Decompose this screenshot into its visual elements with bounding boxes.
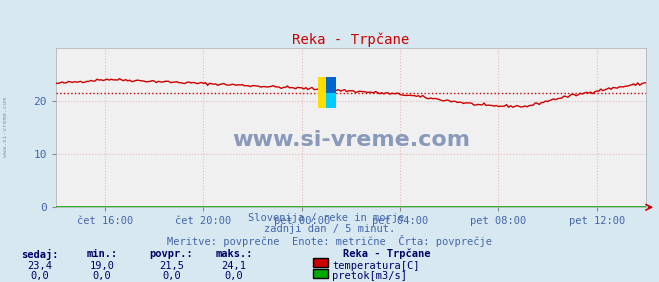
Bar	[326, 92, 336, 109]
Text: www.si-vreme.com: www.si-vreme.com	[3, 97, 8, 157]
Bar	[318, 77, 329, 109]
Text: min.:: min.:	[86, 249, 118, 259]
Text: 0,0: 0,0	[225, 271, 243, 281]
Text: Slovenija / reke in morje.: Slovenija / reke in morje.	[248, 213, 411, 223]
Text: temperatura[C]: temperatura[C]	[332, 261, 420, 271]
Text: 24,1: 24,1	[221, 261, 246, 271]
Bar	[326, 77, 336, 109]
Text: maks.:: maks.:	[215, 249, 252, 259]
Title: Reka - Trpčane: Reka - Trpčane	[293, 32, 409, 47]
Text: 19,0: 19,0	[90, 261, 115, 271]
Text: www.si-vreme.com: www.si-vreme.com	[232, 130, 470, 150]
Text: sedaj:: sedaj:	[21, 249, 58, 260]
Text: Reka - Trpčane: Reka - Trpčane	[343, 249, 430, 259]
Text: pretok[m3/s]: pretok[m3/s]	[332, 271, 407, 281]
Text: 0,0: 0,0	[162, 271, 181, 281]
Text: 21,5: 21,5	[159, 261, 184, 271]
Text: 23,4: 23,4	[27, 261, 52, 271]
Text: 0,0: 0,0	[30, 271, 49, 281]
Text: 0,0: 0,0	[93, 271, 111, 281]
Text: Meritve: povprečne  Enote: metrične  Črta: povprečje: Meritve: povprečne Enote: metrične Črta:…	[167, 235, 492, 248]
Text: zadnji dan / 5 minut.: zadnji dan / 5 minut.	[264, 224, 395, 234]
Text: povpr.:: povpr.:	[150, 249, 193, 259]
